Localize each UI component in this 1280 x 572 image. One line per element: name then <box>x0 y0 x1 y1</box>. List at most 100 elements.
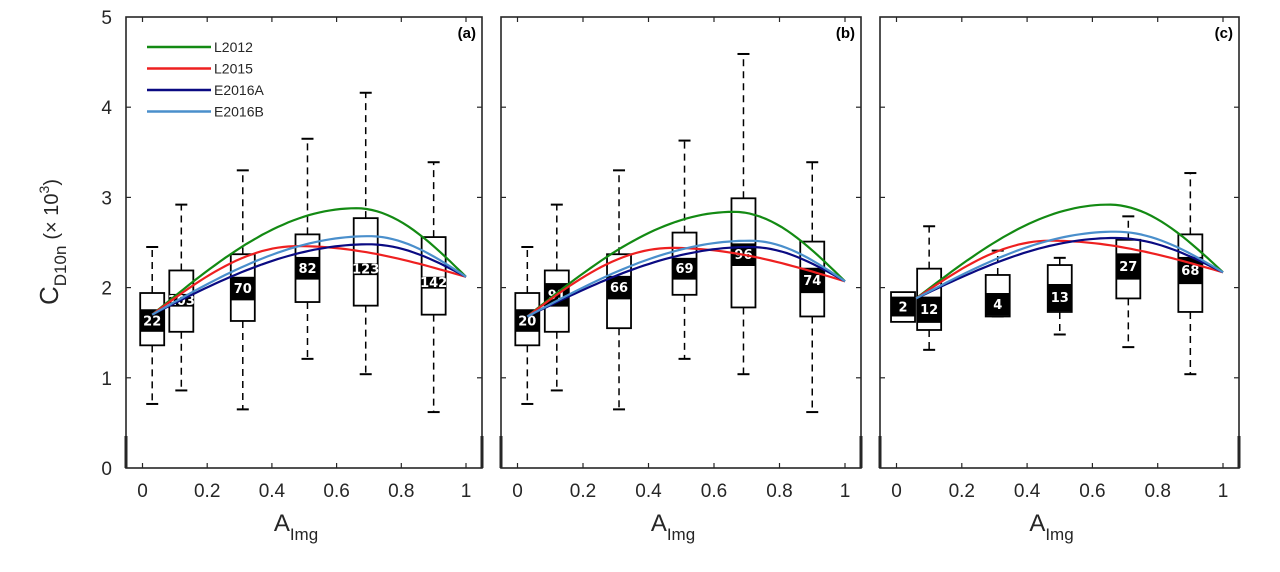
y-tick-label: 4 <box>101 98 112 119</box>
legend: L2012 L2015 E2016A E2016B <box>147 39 264 120</box>
sample-count-label: 22 <box>143 315 161 330</box>
legend-label: L2012 <box>214 39 253 55</box>
x-axis-label: AImg <box>651 510 695 544</box>
x-tick-label: 0.2 <box>949 481 975 502</box>
median-band <box>1047 283 1072 311</box>
x-tick-label: 0.8 <box>388 481 414 502</box>
box-plot: 69 <box>671 139 698 360</box>
median-band <box>295 256 320 279</box>
box-plot: 13 <box>1046 256 1073 336</box>
median-band <box>672 257 697 279</box>
curve-l2012 <box>915 203 1224 300</box>
y-axis-label-multiplier: (× 10 <box>41 193 63 239</box>
sample-count-label: 12 <box>920 303 938 318</box>
box-plot: 123 <box>352 91 379 376</box>
sample-count-label: 70 <box>234 282 252 297</box>
y-tick-label: 0 <box>101 459 112 480</box>
x-axis-label-sub: Img <box>290 525 318 544</box>
x-axis-label: AImg <box>1029 510 1073 544</box>
box <box>352 217 379 307</box>
curve-e2016a <box>151 243 467 316</box>
curve-e2016a <box>915 236 1224 300</box>
panel-c: 0 0.2 0.4 0.6 0.8 1 AImg (c) 2 12 4 13 27 68 <box>878 16 1241 544</box>
median-band <box>917 296 942 322</box>
sample-count-label: 66 <box>610 281 628 296</box>
sample-count-label: 27 <box>1119 260 1137 275</box>
x-axis-label-main: A <box>274 510 290 537</box>
x-axis-label: AImg <box>274 510 318 544</box>
sample-count-label: 2 <box>899 301 908 316</box>
x-tick-label: 1 <box>461 481 472 502</box>
x-axis-label-main: A <box>651 510 667 537</box>
median-band <box>353 263 378 275</box>
x-tick-label: 1 <box>840 481 851 502</box>
sample-count-label: 123 <box>352 263 379 278</box>
median-band <box>515 309 540 332</box>
x-axis-label-main: A <box>1029 510 1045 537</box>
box-plot: 12 <box>916 225 943 351</box>
curve-e2016b <box>915 230 1224 300</box>
sample-count-label: 82 <box>298 262 316 277</box>
median-band <box>607 275 632 299</box>
x-tick-label: 0 <box>891 481 902 502</box>
y-axis-label-main: C <box>34 286 64 305</box>
sample-count-label: 69 <box>675 262 693 277</box>
median-band <box>985 293 1010 315</box>
x-tick-label: 0.6 <box>701 481 727 502</box>
x-tick-label: 0 <box>137 481 148 502</box>
box-plot: 74 <box>799 161 826 414</box>
box-plot: 22 <box>139 246 166 405</box>
box-plot: 20 <box>514 246 541 405</box>
sample-count-label: 68 <box>1181 264 1199 279</box>
y-tick-label: 5 <box>101 8 112 29</box>
panel-tag: (b) <box>836 25 855 42</box>
x-axis-label-sub: Img <box>667 525 695 544</box>
y-axis-label-exponent: 3 <box>36 185 52 193</box>
curve-e2016b <box>526 239 846 318</box>
sample-count-label: 142 <box>420 276 447 291</box>
y-tick-label: 3 <box>101 188 112 209</box>
x-tick-label: 0.8 <box>766 481 792 502</box>
x-tick-label: 0.6 <box>1079 481 1105 502</box>
legend-label: L2015 <box>214 61 253 77</box>
y-tick-label: 1 <box>101 369 112 390</box>
box <box>420 236 447 316</box>
sample-count-label: 74 <box>803 274 821 289</box>
x-tick-label: 0 <box>512 481 523 502</box>
legend-label: E2016A <box>214 82 264 98</box>
y-axis-label-close: ) <box>41 179 63 186</box>
x-tick-label: 0.4 <box>1014 481 1041 502</box>
svg-text:CD10n(× 103): CD10n (× 103) <box>34 179 70 305</box>
y-axis-label-sub: D10n <box>51 246 70 287</box>
sample-count-label: 20 <box>518 315 536 330</box>
median-band <box>140 309 165 332</box>
median-band <box>230 276 255 300</box>
curve-l2012 <box>526 210 846 318</box>
x-tick-label: 0.6 <box>323 481 349 502</box>
x-tick-label: 0.4 <box>635 481 662 502</box>
sample-count-label: 4 <box>993 298 1002 313</box>
box-plot: 142 <box>420 161 447 414</box>
x-tick-label: 0.2 <box>194 481 220 502</box>
legend-label: E2016B <box>214 104 264 120</box>
x-tick-label: 0.4 <box>259 481 286 502</box>
median-band <box>891 296 916 317</box>
curve-l2012 <box>151 207 467 316</box>
x-tick-label: 1 <box>1218 481 1229 502</box>
sample-count-label: 13 <box>1051 291 1069 306</box>
panel-tag: (a) <box>458 25 476 42</box>
x-tick-label: 0.8 <box>1144 481 1170 502</box>
axes-frame <box>879 16 1240 469</box>
curve-l2015 <box>151 244 467 316</box>
curve-e2016b <box>151 235 467 316</box>
x-tick-label: 0.2 <box>570 481 596 502</box>
median-band <box>421 276 446 288</box>
panel-tag: (c) <box>1215 25 1233 42</box>
y-tick-label: 2 <box>101 279 112 300</box>
median-band <box>1116 253 1141 279</box>
box-plot: 2 <box>890 291 916 323</box>
curve-e2016a <box>526 245 846 318</box>
